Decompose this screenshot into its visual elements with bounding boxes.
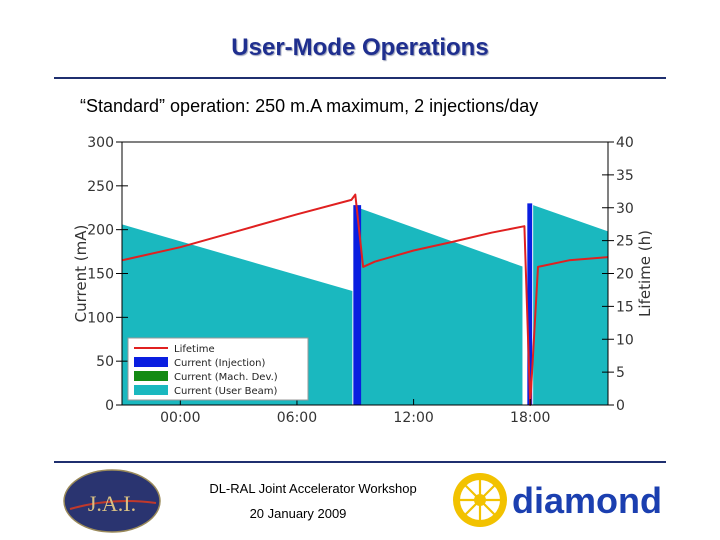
injection-bar-1 <box>353 205 362 405</box>
legend-label-1: Lifetime <box>174 344 215 355</box>
legend-swatch-3 <box>134 371 168 381</box>
y-tick-label-300: 300 <box>87 135 114 151</box>
y-tick-label-100: 100 <box>87 310 114 326</box>
x-tick-label-1: 06:00 <box>277 410 317 426</box>
y2-axis-label: Lifetime (h) <box>636 230 654 317</box>
diamond-logo-star-icon <box>453 473 507 527</box>
y-tick-label-50: 50 <box>96 354 114 370</box>
jai-logo-text: J.A.I. <box>88 491 136 516</box>
legend-label-2: Current (Injection) <box>174 358 266 369</box>
legend-label-3: Current (Mach. Dev.) <box>174 372 278 383</box>
y2-tick-label-20: 20 <box>616 267 634 283</box>
beam-current-lifetime-chart: 0 50 100 150 200 250 300 0 5 10 15 20 25 30 35 40 00:00 0… <box>72 135 654 426</box>
y-axis-label: Current (mA) <box>72 225 90 323</box>
chart-axes: 0 50 100 150 200 250 300 0 5 10 15 20 25 30 35 40 00:00 0… <box>72 135 654 426</box>
y2-tick-label-35: 35 <box>616 168 634 184</box>
y2-tick-label-5: 5 <box>616 365 625 381</box>
footer-divider <box>54 461 666 463</box>
y-tick-label-250: 250 <box>87 179 114 195</box>
injection-bar-2 <box>527 203 533 405</box>
y2-tick-label-30: 30 <box>616 201 634 217</box>
x-tick-label-2: 12:00 <box>393 410 433 426</box>
slide-subtitle: “Standard” operation: 250 m.A maximum, 2… <box>80 96 539 116</box>
y2-tick-label-40: 40 <box>616 135 634 151</box>
y2-tick-label-15: 15 <box>616 299 634 315</box>
legend-swatch-2 <box>134 357 168 367</box>
jai-logo: J.A.I. <box>63 469 161 533</box>
jai-logo-swoosh <box>69 500 157 510</box>
y-tick-label-0: 0 <box>105 398 114 414</box>
legend-swatch-4 <box>134 385 168 395</box>
diamond-logo-text: diamond <box>512 480 660 521</box>
y2-tick-label-25: 25 <box>616 234 634 250</box>
legend-label-4: Current (User Beam) <box>174 386 277 397</box>
user-beam-area-2 <box>358 207 523 405</box>
slide-title: User-Mode Operations <box>231 34 489 61</box>
y2-tick-label-0: 0 <box>616 398 625 414</box>
footer-date: 20 January 2009 <box>249 506 347 521</box>
lifetime-line <box>121 193 609 406</box>
y2-tick-label-10: 10 <box>616 332 634 348</box>
y-tick-label-150: 150 <box>87 267 114 283</box>
diamond-logo: diamond <box>453 473 660 527</box>
y-tick-label-200: 200 <box>87 223 114 239</box>
title-divider <box>54 77 666 79</box>
chart-legend: Lifetime Current (Injection) Current (Mach… <box>127 337 309 401</box>
x-tick-label-0: 00:00 <box>160 410 200 426</box>
x-tick-label-3: 18:00 <box>510 410 550 426</box>
user-beam-area-3 <box>533 205 608 405</box>
footer-workshop: DL-RAL Joint Accelerator Workshop <box>209 481 417 496</box>
